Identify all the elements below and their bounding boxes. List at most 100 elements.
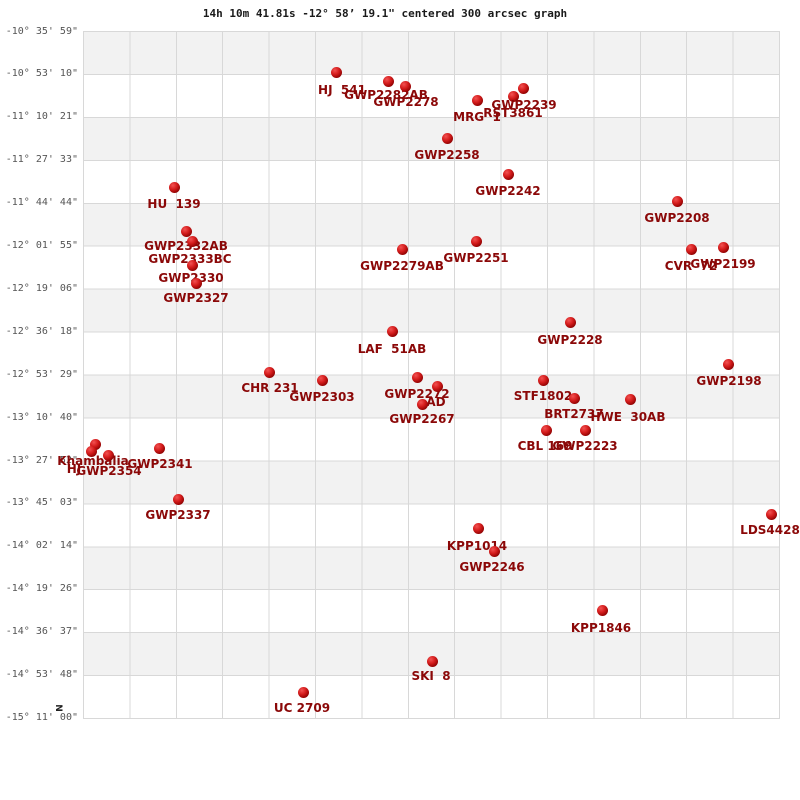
star-label: GWP2208: [644, 211, 710, 225]
star-point: [416, 398, 428, 410]
star-label: AD: [426, 395, 446, 409]
star-label: STF1802: [513, 389, 573, 403]
star-point: [722, 358, 734, 370]
y-axis-tick-label: -12° 36' 18": [5, 325, 78, 337]
star-point: [396, 243, 408, 255]
star-point: [297, 686, 309, 698]
star-label: GWP2341: [127, 457, 193, 471]
star-label: BRT2737: [544, 407, 604, 421]
star-label: GWP2333BC: [148, 252, 232, 266]
y-axis-tick-label: -12° 01' 55": [5, 240, 78, 252]
star-point: [596, 604, 608, 616]
star-point: [263, 366, 275, 378]
star-point: [471, 94, 483, 106]
star-point: [470, 235, 482, 247]
star-label: GWP2282AB: [344, 88, 428, 102]
star-label: GWP2228: [537, 333, 603, 347]
y-axis-tick-label: -12° 53' 29": [5, 368, 78, 380]
star-label: HWE 30AB: [590, 410, 666, 424]
star-label: GWP2267: [389, 412, 455, 426]
star-label: HJ 541: [318, 83, 366, 97]
star-label: HU 139: [147, 197, 201, 211]
star-point: [537, 374, 549, 386]
chart-title: 14h 10m 41.81s -12° 58’ 19.1" centered 3…: [202, 7, 568, 20]
star-label: LDS4428: [740, 523, 800, 537]
y-axis-tick-label: -10° 35' 59": [5, 25, 78, 37]
star-label: HJ: [66, 462, 82, 476]
star-label: MRG 1: [453, 110, 501, 124]
star-label: GWP2242: [475, 184, 541, 198]
star-point: [717, 241, 729, 253]
star-label: CBL 169: [517, 439, 573, 453]
star-point: [382, 75, 394, 87]
star-point: [89, 438, 101, 450]
star-point: [502, 168, 514, 180]
north-indicator-icon: N: [53, 704, 63, 712]
star-point: [431, 380, 443, 392]
star-label: GWP2332AB: [144, 239, 228, 253]
star-point: [186, 235, 198, 247]
y-axis-tick-label: -11° 10' 21": [5, 111, 78, 123]
star-point: [671, 195, 683, 207]
y-axis-tick-label: -12° 19' 06": [5, 282, 78, 294]
y-axis-tick-label: -11° 27' 33": [5, 154, 78, 166]
star-point: [685, 243, 697, 255]
star-point: [568, 392, 580, 404]
star-point: [386, 325, 398, 337]
star-label: CHR 231: [241, 381, 299, 395]
star-label: GWP2327: [163, 291, 229, 305]
star-point: [316, 374, 328, 386]
star-point: [411, 371, 423, 383]
y-axis-tick-label: -13° 27' 52": [5, 454, 78, 466]
star-label: GWP2278: [373, 95, 439, 109]
star-point: [186, 259, 198, 271]
star-label: GWP2223: [552, 439, 618, 453]
y-axis-tick-label: -11° 44' 44": [5, 197, 78, 209]
y-axis-tick-label: -13° 10' 40": [5, 411, 78, 423]
star-label: GWP2279AB: [360, 259, 444, 273]
star-point: [426, 655, 438, 667]
star-point: [85, 445, 97, 457]
star-point: [540, 424, 552, 436]
star-label: GWP2246: [459, 560, 525, 574]
star-point: [190, 277, 202, 289]
star-point: [564, 316, 576, 328]
star-label: GWP2330: [158, 271, 224, 285]
y-axis-tick-label: -14° 36' 37": [5, 626, 78, 638]
star-label: LAF 51AB: [357, 342, 427, 356]
star-point: [102, 449, 114, 461]
star-point: [168, 181, 180, 193]
star-point: [472, 522, 484, 534]
y-axis: -10° 35' 59" -10° 53' 10" -11° 10' 21" -11°…: [0, 0, 78, 800]
star-point: [579, 424, 591, 436]
star-point: [180, 225, 192, 237]
star-point: [153, 442, 165, 454]
star-point: [330, 66, 342, 78]
y-axis-tick-label: -14° 19' 26": [5, 583, 78, 595]
star-point: [172, 493, 184, 505]
star-label: CVR 72: [664, 259, 718, 273]
star-label: GWP2258: [414, 148, 480, 162]
y-axis-tick-label: -13° 45' 03": [5, 497, 78, 509]
star-label: RST3861: [483, 106, 543, 120]
star-label: SKI 8: [411, 669, 451, 683]
star-label: GWP2199: [690, 257, 756, 271]
y-axis-tick-label: -14° 02' 14": [5, 540, 78, 552]
star-label: GWP2303: [289, 390, 355, 404]
y-axis-tick-label: -14° 53' 48": [5, 669, 78, 681]
y-axis-tick-label: -15° 11' 00": [5, 711, 78, 723]
star-label: GWP2239: [491, 98, 557, 112]
star-label: GWP2337: [145, 508, 211, 522]
star-point: [765, 508, 777, 520]
y-axis-tick-label: -10° 53' 10": [5, 68, 78, 80]
star-label: UC 2709: [273, 701, 331, 715]
star-point: [507, 90, 519, 102]
star-point: [488, 545, 500, 557]
star-label: KPP1846: [570, 621, 632, 635]
star-point: [517, 82, 529, 94]
star-label: GWP2251: [443, 251, 509, 265]
star-point: [399, 80, 411, 92]
star-point: [441, 132, 453, 144]
